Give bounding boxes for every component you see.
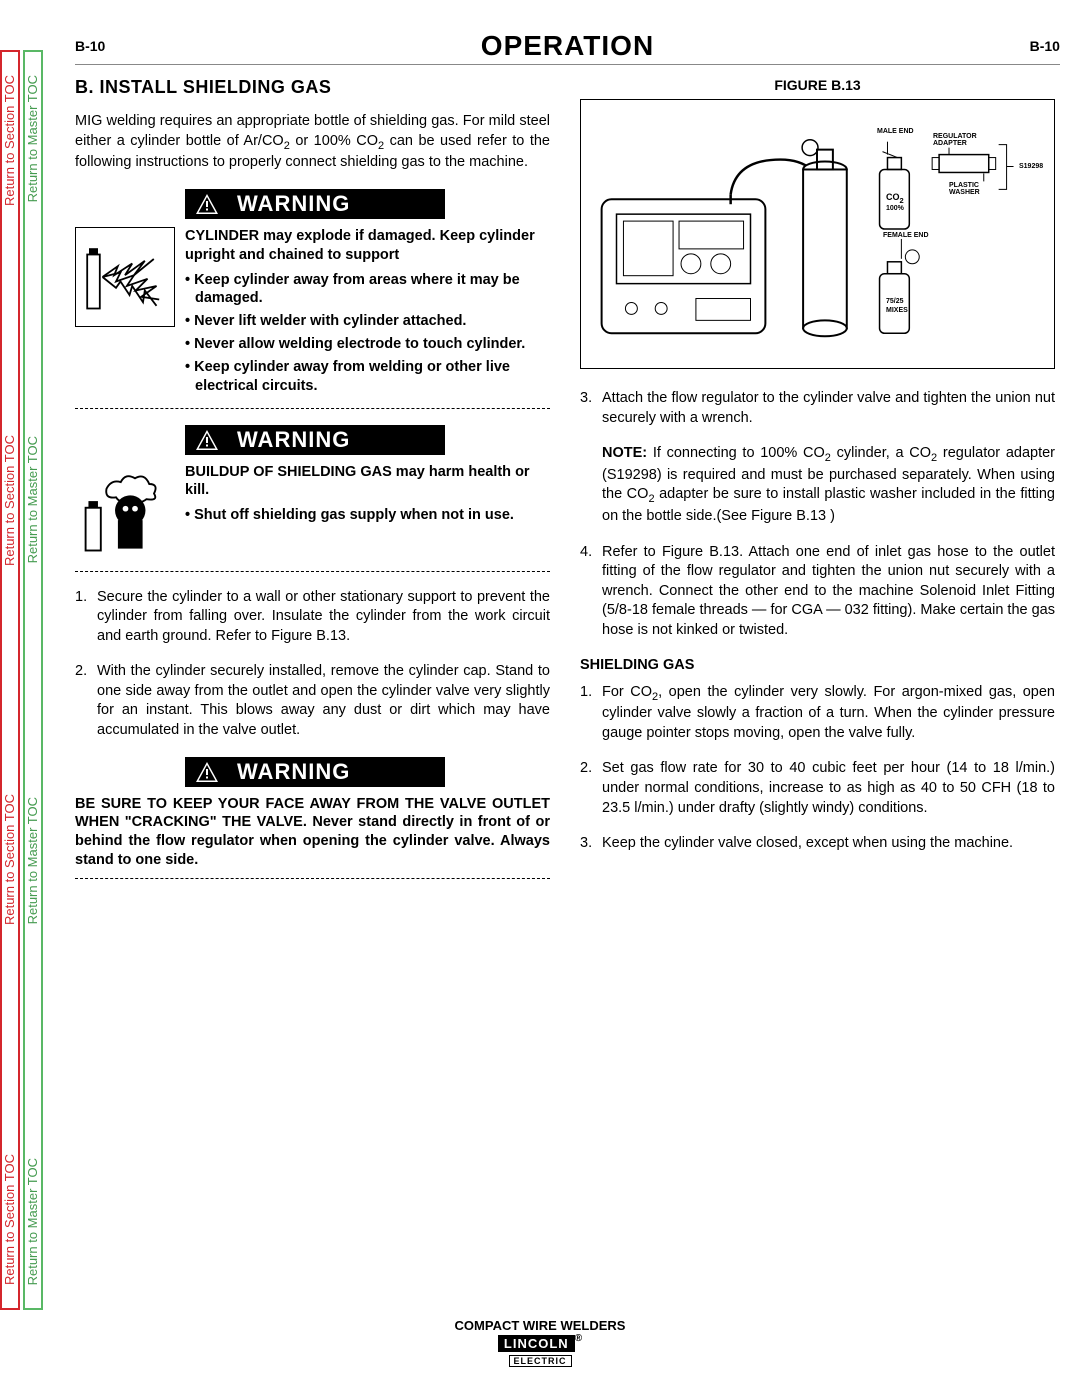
- figure-title: FIGURE B.13: [580, 77, 1055, 93]
- figure-b13: MALE END FEMALE END CO2 100% 75/25 MIXES…: [580, 99, 1055, 369]
- section-toc-link[interactable]: Return to Section TOC: [2, 420, 18, 581]
- master-toc-link[interactable]: Return to Master TOC: [25, 60, 41, 217]
- warn1-bullet: Never lift welder with cylinder attached…: [185, 312, 550, 331]
- step-text: Refer to Figure B.13. Attach one end of …: [602, 543, 1055, 641]
- warning-block-2: BUILDUP OF SHIELDING GAS may harm health…: [75, 463, 550, 563]
- numbered-steps: 1.Secure the cylinder to a wall or other…: [75, 588, 550, 741]
- page-number-left: B-10: [75, 38, 105, 54]
- master-toc-link[interactable]: Return to Master TOC: [25, 782, 41, 939]
- warning-icon: [195, 429, 219, 451]
- warning-label: WARNING: [237, 191, 350, 217]
- warning-text-3: BE SURE TO KEEP YOUR FACE AWAY FROM THE …: [75, 795, 550, 870]
- warn1-bullet: Keep cylinder away from areas where it m…: [185, 271, 550, 309]
- section-toc-link[interactable]: Return to Section TOC: [2, 779, 18, 940]
- left-column: B. INSTALL SHIELDING GAS MIG welding req…: [75, 77, 550, 895]
- warning-block-1: CYLINDER may explode if damaged. Keep cy…: [75, 227, 550, 400]
- lincoln-logo-sub: ELECTRIC: [509, 1355, 572, 1367]
- warning-banner: WARNING: [185, 425, 445, 455]
- step-text: Keep the cylinder valve closed, except w…: [602, 834, 1055, 854]
- warn2-heading: BUILDUP OF SHIELDING GAS may harm health…: [185, 463, 550, 501]
- fig-label: CO2: [886, 192, 904, 205]
- fig-label: FEMALE END: [883, 232, 929, 239]
- footer-text: COMPACT WIRE WELDERS: [0, 1318, 1080, 1333]
- step-text: Secure the cylinder to a wall or other s…: [97, 588, 550, 647]
- step-number: [580, 444, 602, 527]
- warning-banner: WARNING: [185, 757, 445, 787]
- fig-label: MALE END: [877, 128, 914, 135]
- fig-label: 100%: [886, 205, 904, 212]
- right-column: FIGURE B.13: [580, 77, 1055, 895]
- step-number: 4.: [580, 543, 602, 641]
- page-footer: COMPACT WIRE WELDERS LINCOLN® ELECTRIC: [0, 1318, 1080, 1367]
- fig-label: 75/25: [886, 298, 904, 305]
- divider: [75, 408, 550, 409]
- warn1-bullet: Never allow welding electrode to touch c…: [185, 335, 550, 354]
- step-number: 1.: [580, 683, 602, 744]
- master-toc-link[interactable]: Return to Master TOC: [25, 1143, 41, 1300]
- step-number: 3.: [580, 389, 602, 428]
- step-number: 2.: [580, 759, 602, 818]
- gas-hazard-icon: [75, 463, 175, 563]
- fig-label: S19298: [1019, 163, 1043, 170]
- page-title: OPERATION: [481, 30, 654, 62]
- divider: [75, 571, 550, 572]
- step-number: 2.: [75, 662, 97, 740]
- section-toc-link[interactable]: Return to Section TOC: [2, 1139, 18, 1300]
- numbered-steps-right: 3.Attach the flow regulator to the cylin…: [580, 389, 1055, 641]
- warning-label: WARNING: [237, 427, 350, 453]
- step-text: Attach the flow regulator to the cylinde…: [602, 389, 1055, 428]
- registered-mark: ®: [575, 1333, 582, 1344]
- warning-text-2: BUILDUP OF SHIELDING GAS may harm health…: [185, 463, 550, 563]
- section-heading: B. INSTALL SHIELDING GAS: [75, 77, 550, 98]
- master-toc-link[interactable]: Return to Master TOC: [25, 421, 41, 578]
- intro-paragraph: MIG welding requires an appropriate bott…: [75, 112, 550, 173]
- warning-text-1: CYLINDER may explode if damaged. Keep cy…: [185, 227, 550, 400]
- warning-banner: WARNING: [185, 189, 445, 219]
- fig-label: MIXES: [886, 307, 908, 314]
- warn1-heading: CYLINDER may explode if damaged. Keep cy…: [185, 227, 550, 265]
- step-text: For CO2, open the cylinder very slowly. …: [602, 683, 1055, 744]
- page-content: B-10 OPERATION B-10 B. INSTALL SHIELDING…: [75, 30, 1060, 895]
- warn2-bullet: Shut off shielding gas supply when not i…: [185, 506, 550, 525]
- warning-label: WARNING: [237, 759, 350, 785]
- fig-label: PLASTIC WASHER: [949, 182, 999, 196]
- page-number-right: B-10: [1030, 38, 1060, 54]
- shielding-gas-heading: SHIELDING GAS: [580, 657, 1055, 673]
- fig-label: REGULATOR ADAPTER: [933, 133, 988, 147]
- page-header: B-10 OPERATION B-10: [75, 30, 1060, 65]
- side-tabs: Return to Section TOC Return to Section …: [0, 50, 43, 1310]
- lincoln-logo: LINCOLN: [498, 1335, 575, 1352]
- master-toc-column: Return to Master TOC Return to Master TO…: [23, 50, 43, 1310]
- step-number: 1.: [75, 588, 97, 647]
- section-toc-link[interactable]: Return to Section TOC: [2, 60, 18, 221]
- step-text: Set gas flow rate for 30 to 40 cubic fee…: [602, 759, 1055, 818]
- step-number: 3.: [580, 834, 602, 854]
- step-text: With the cylinder securely installed, re…: [97, 662, 550, 740]
- shielding-gas-steps: 1.For CO2, open the cylinder very slowly…: [580, 683, 1055, 854]
- divider: [75, 878, 550, 879]
- warning-icon: [195, 193, 219, 215]
- warning-icon: [195, 761, 219, 783]
- warn1-bullet: Keep cylinder away from welding or other…: [185, 358, 550, 396]
- note-text: NOTE: If connecting to 100% CO2 cylinder…: [602, 444, 1055, 527]
- explosion-icon: [75, 227, 175, 327]
- section-toc-column: Return to Section TOC Return to Section …: [0, 50, 20, 1310]
